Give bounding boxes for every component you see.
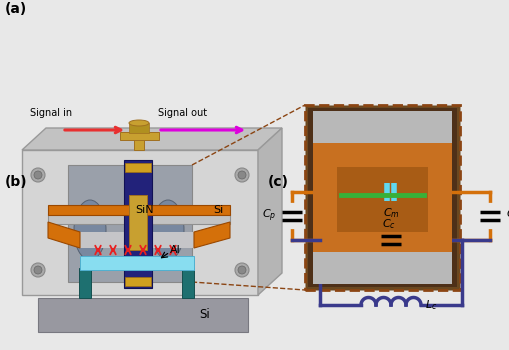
Polygon shape bbox=[68, 165, 191, 282]
Polygon shape bbox=[258, 128, 281, 295]
Polygon shape bbox=[48, 205, 230, 215]
Text: $C_p$: $C_p$ bbox=[261, 208, 275, 224]
Ellipse shape bbox=[74, 200, 106, 260]
Polygon shape bbox=[125, 163, 151, 172]
Text: SiN: SiN bbox=[135, 205, 154, 215]
Polygon shape bbox=[134, 138, 144, 150]
Polygon shape bbox=[80, 256, 193, 270]
Circle shape bbox=[31, 263, 45, 277]
Circle shape bbox=[238, 266, 245, 274]
Polygon shape bbox=[336, 167, 427, 232]
Polygon shape bbox=[38, 298, 247, 332]
Circle shape bbox=[235, 168, 248, 182]
Text: $L_c$: $L_c$ bbox=[424, 298, 437, 312]
Polygon shape bbox=[313, 111, 451, 143]
Circle shape bbox=[238, 171, 245, 179]
Text: Signal in: Signal in bbox=[30, 108, 72, 118]
Polygon shape bbox=[313, 252, 451, 284]
Polygon shape bbox=[120, 132, 159, 140]
Text: Si: Si bbox=[199, 308, 210, 322]
Polygon shape bbox=[48, 222, 80, 248]
Circle shape bbox=[235, 263, 248, 277]
Circle shape bbox=[34, 171, 42, 179]
Text: Si: Si bbox=[212, 205, 223, 215]
Polygon shape bbox=[307, 108, 456, 287]
Text: Al: Al bbox=[169, 245, 180, 255]
Polygon shape bbox=[124, 160, 152, 288]
Text: (c): (c) bbox=[267, 175, 289, 189]
Polygon shape bbox=[125, 277, 151, 286]
Text: $C_p$: $C_p$ bbox=[505, 208, 509, 224]
Polygon shape bbox=[22, 128, 281, 150]
Polygon shape bbox=[79, 268, 91, 298]
Circle shape bbox=[34, 266, 42, 274]
Polygon shape bbox=[80, 232, 193, 248]
Ellipse shape bbox=[152, 200, 184, 260]
Polygon shape bbox=[129, 123, 149, 133]
Polygon shape bbox=[182, 268, 193, 298]
Polygon shape bbox=[129, 195, 147, 250]
Text: (b): (b) bbox=[5, 175, 27, 189]
Polygon shape bbox=[193, 222, 230, 248]
Circle shape bbox=[31, 168, 45, 182]
Polygon shape bbox=[22, 150, 258, 295]
FancyBboxPatch shape bbox=[304, 105, 459, 290]
Text: Signal out: Signal out bbox=[158, 108, 207, 118]
Text: $C_c$: $C_c$ bbox=[381, 217, 395, 231]
Polygon shape bbox=[313, 143, 451, 252]
Text: $C_m$: $C_m$ bbox=[382, 206, 399, 220]
Ellipse shape bbox=[129, 120, 149, 126]
Text: (a): (a) bbox=[5, 2, 27, 16]
Polygon shape bbox=[48, 214, 230, 224]
